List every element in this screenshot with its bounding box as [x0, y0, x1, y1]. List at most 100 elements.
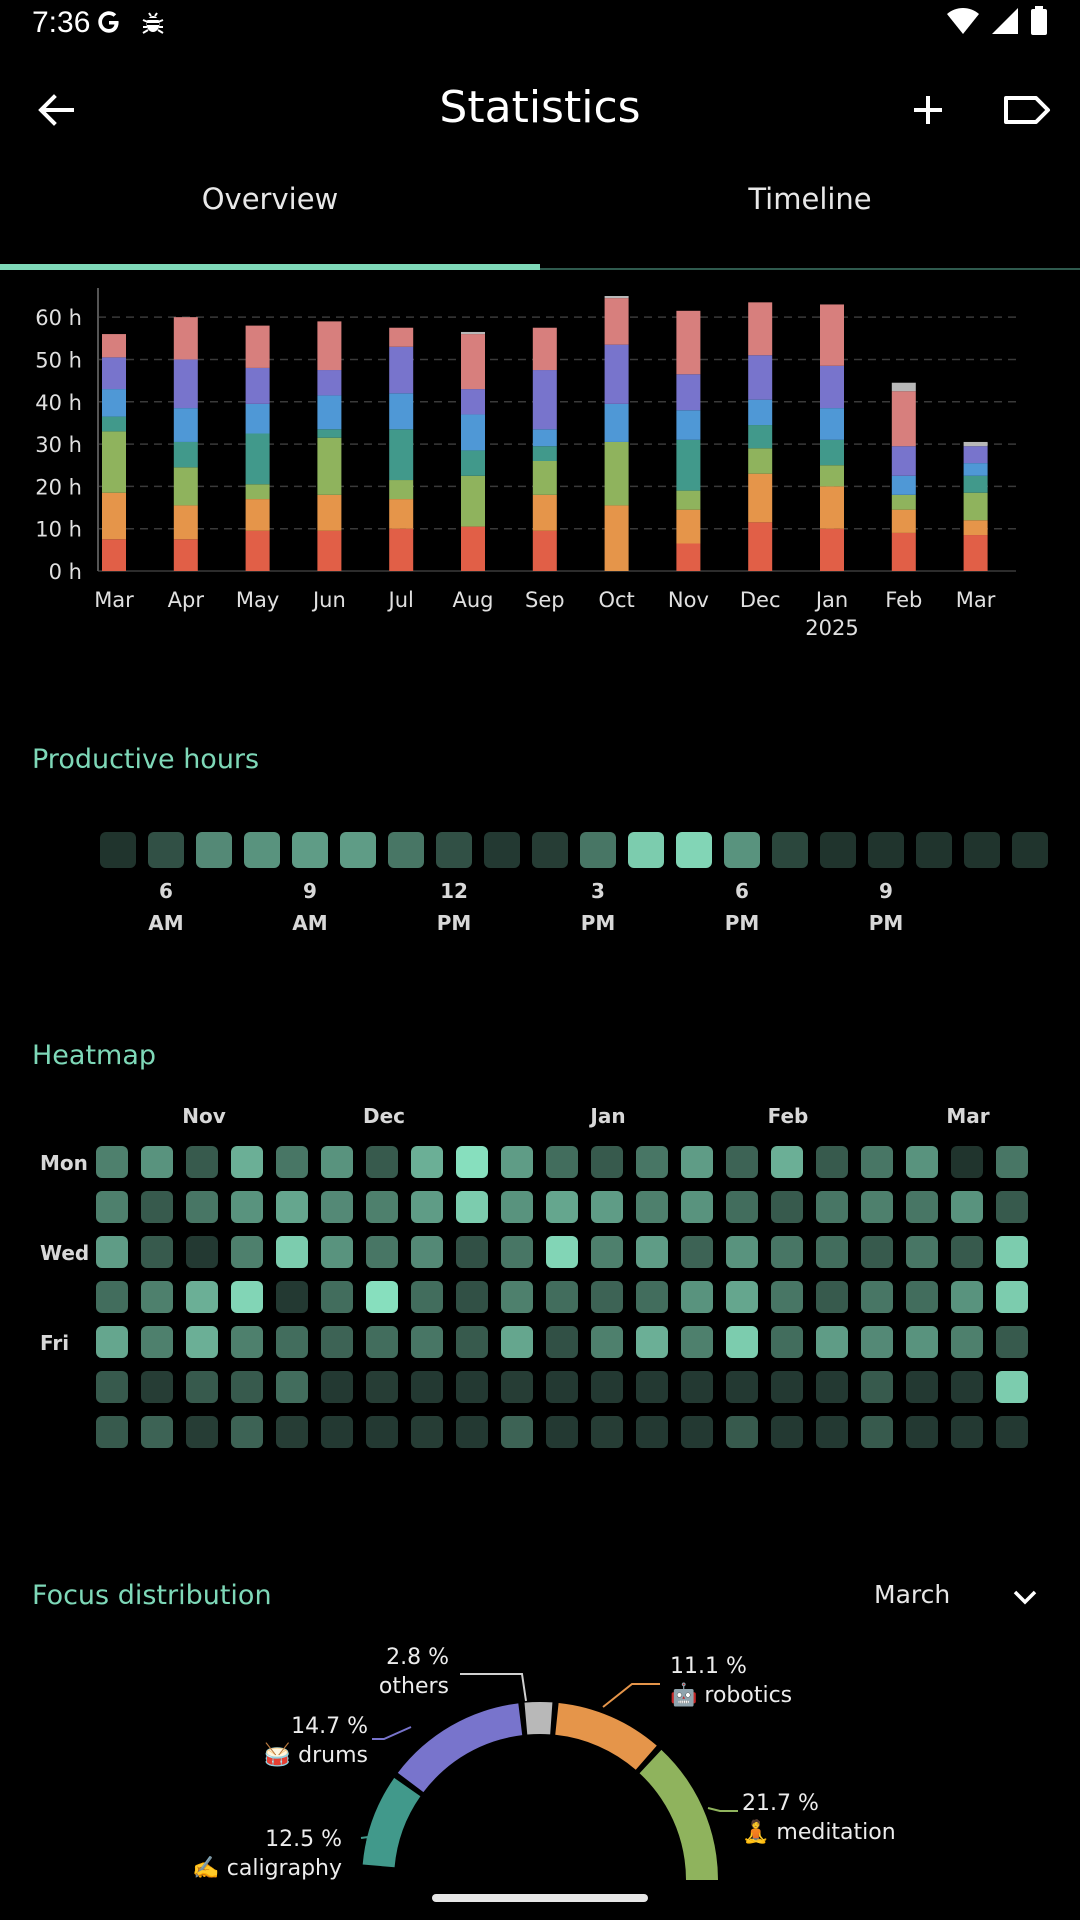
- y-tick-label: 0 h: [49, 560, 82, 584]
- heatmap-cell: [276, 1236, 308, 1268]
- heatmap-cell: [771, 1281, 803, 1313]
- hour-cell: [148, 832, 184, 868]
- heatmap-cell: [96, 1281, 128, 1313]
- bar-segment: [173, 539, 198, 571]
- hour-cell: [388, 832, 424, 868]
- bar-segment: [748, 473, 773, 523]
- bar-segment: [604, 403, 629, 442]
- donut-slice: [555, 1702, 657, 1770]
- bar-segment: [317, 429, 342, 438]
- bar-segment: [317, 395, 342, 430]
- bar-segment: [748, 425, 773, 449]
- heatmap-cell: [276, 1326, 308, 1358]
- heatmap-cell: [591, 1281, 623, 1313]
- bar-segment: [461, 334, 485, 390]
- heatmap-cell: [276, 1191, 308, 1223]
- heatmap-cell: [681, 1416, 713, 1448]
- bar-segment: [532, 446, 557, 461]
- bar-segment: [891, 391, 916, 447]
- leader-line: [460, 1673, 527, 1702]
- heatmap-cell: [456, 1326, 488, 1358]
- heatmap-cell: [501, 1191, 533, 1223]
- heatmap-cell: [456, 1146, 488, 1178]
- hour-label-top: 3: [591, 879, 605, 903]
- heatmap-cell: [276, 1416, 308, 1448]
- bar-segment: [891, 446, 916, 476]
- heatmap-cell: [636, 1371, 668, 1403]
- donut-slice: [639, 1749, 718, 1880]
- x-tick-label: Feb: [885, 588, 922, 612]
- hour-cell: [532, 832, 568, 868]
- slice-name: 🤖 robotics: [670, 1682, 792, 1708]
- heatmap-cell: [996, 1146, 1028, 1178]
- heatmap-cell: [546, 1281, 578, 1313]
- heatmap-cell: [636, 1146, 668, 1178]
- heatmap-cell: [591, 1371, 623, 1403]
- bar-segment: [748, 302, 773, 356]
- back-button[interactable]: [28, 82, 84, 138]
- bar-segment: [245, 484, 270, 500]
- leader-line: [707, 1807, 738, 1812]
- heatmap-cell: [906, 1326, 938, 1358]
- x-tick-label: Jun: [311, 588, 346, 612]
- add-button[interactable]: [900, 82, 956, 138]
- heatmap-cell: [726, 1236, 758, 1268]
- heatmap-cell: [321, 1371, 353, 1403]
- heatmap-cell: [411, 1236, 443, 1268]
- status-left-icons: [96, 8, 166, 36]
- bar-segment: [461, 414, 485, 451]
- heatmap-cell: [366, 1281, 398, 1313]
- month-label: Nov: [182, 1104, 226, 1128]
- period-dropdown-toggle[interactable]: [1008, 1580, 1042, 1614]
- leader-line: [360, 1835, 370, 1845]
- tab-overview[interactable]: Overview: [201, 182, 339, 216]
- heatmap-cell: [816, 1371, 848, 1403]
- bar-segment: [173, 505, 198, 540]
- tab-timeline[interactable]: Timeline: [748, 182, 872, 216]
- bar-segment: [748, 522, 773, 571]
- bar-segment: [461, 389, 485, 415]
- heatmap-cell: [996, 1236, 1028, 1268]
- hour-cell: [436, 832, 472, 868]
- monthly-stacked-bar-chart: 0 h 10 h 20 h 30 h 40 h 50 h 60 h Mar Apr May Jun J…: [35, 288, 1016, 640]
- productive-hours-chart: 6 AM 9 AM 12 PM 3 PM 6 PM 9 PM: [100, 832, 1048, 935]
- bar-segment: [245, 433, 270, 485]
- bar-segment: [102, 431, 126, 493]
- heatmap-cell: [681, 1236, 713, 1268]
- month-label: Jan: [588, 1104, 625, 1128]
- hour-cell: [340, 832, 376, 868]
- heatmap-cell: [951, 1416, 983, 1448]
- heatmap-cell: [771, 1416, 803, 1448]
- bar-segment: [173, 317, 198, 360]
- bar-segment: [245, 530, 270, 571]
- y-tick-label: 30 h: [35, 433, 82, 457]
- tags-button[interactable]: [998, 82, 1054, 138]
- x-tick-label: Mar: [956, 588, 996, 612]
- bar-segment: [173, 359, 198, 409]
- bar-segment: [389, 327, 414, 347]
- heatmap-cell: [546, 1191, 578, 1223]
- bar-segment: [748, 355, 773, 400]
- x-tick-label: Aug: [452, 588, 493, 612]
- heatmap-cell: [141, 1281, 173, 1313]
- heatmap-cell: [366, 1146, 398, 1178]
- period-dropdown[interactable]: March: [874, 1580, 951, 1609]
- heatmap-cell: [186, 1326, 218, 1358]
- bar-segment: [604, 298, 629, 345]
- hour-cell: [676, 832, 712, 868]
- heatmap-cell: [186, 1236, 218, 1268]
- bar-segment: [389, 499, 414, 529]
- bar-segment: [676, 543, 701, 571]
- x-tick-label: Jul: [387, 588, 414, 612]
- heatmap-cell: [231, 1281, 263, 1313]
- bar-segment: [820, 304, 844, 366]
- heatmap-cell: [861, 1326, 893, 1358]
- bar-segment: [532, 530, 557, 571]
- hour-cell: [1012, 832, 1048, 868]
- heatmap-cell: [861, 1146, 893, 1178]
- heatmap-cell: [456, 1236, 488, 1268]
- hour-label-bottom: PM: [437, 911, 472, 935]
- bar-segment: [604, 441, 629, 506]
- bar-segment: [963, 446, 988, 464]
- heatmap-cell: [906, 1236, 938, 1268]
